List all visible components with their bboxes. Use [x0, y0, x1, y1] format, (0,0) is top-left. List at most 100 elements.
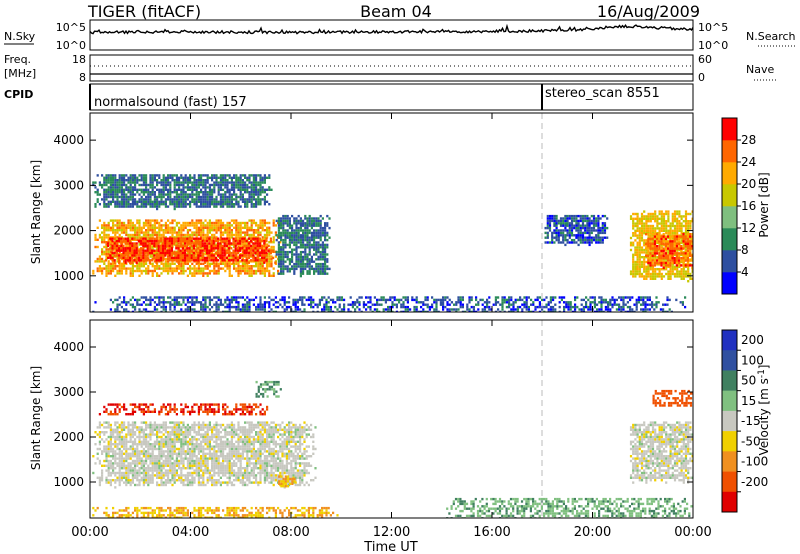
- velocity-y-tick-4000: 4000: [53, 340, 84, 354]
- velocity-data: [92, 380, 693, 518]
- power-colorbar-swatch-4: [722, 184, 737, 207]
- velocity-y-tick-2000: 2000: [53, 430, 84, 444]
- velocity-colorbar: 200 100 50 15 -15 -50 -100 -200: [721, 329, 768, 513]
- freq-label-bottom: [MHz]: [4, 67, 36, 80]
- power-y-ticks: 1000 2000 3000 4000: [53, 133, 693, 283]
- velocity-echo-region-7: [446, 497, 693, 518]
- velocity-colorbar-tick-50: 50: [741, 374, 756, 388]
- time-tick-3: 12:00: [373, 525, 410, 540]
- power-colorbar-tick-12: 12: [741, 221, 756, 235]
- station-title: TIGER (fitACF): [87, 2, 201, 21]
- velocity-echo-region-6: [92, 506, 339, 518]
- beam-title: Beam 04: [360, 2, 432, 21]
- power-y-label: Slant Range [km]: [29, 160, 43, 264]
- velocity-colorbar-tick--200: -200: [741, 475, 768, 489]
- noise-trace: [89, 23, 694, 35]
- velocity-panel-frame: [89, 319, 694, 519]
- power-echo-region-7: [92, 296, 687, 312]
- power-colorbar-tick-4: 4: [741, 265, 749, 279]
- velocity-echo-region-0: [92, 421, 317, 489]
- time-tick-5: 20:00: [574, 525, 611, 540]
- time-axis: 00:00 04:00 08:00 12:00 16:00 20:00 00:00: [71, 113, 712, 540]
- frequency-panel-frame: [89, 54, 694, 82]
- power-colorbar-tick-16: 16: [741, 199, 756, 213]
- freq-tick-bottom: 8: [79, 71, 86, 84]
- power-colorbar-swatch-1: [722, 250, 737, 273]
- velocity-echo-region-5: [652, 389, 693, 407]
- date-title: 16/Aug/2009: [597, 2, 700, 21]
- power-colorbar-label: Power [dB]: [757, 172, 771, 237]
- velocity-colorbar-swatch-7: [722, 471, 737, 493]
- velocity-y-label: Slant Range [km]: [29, 366, 43, 470]
- power-panel: 1000 2000 3000 4000 Slant Range [km]: [29, 112, 694, 313]
- velocity-y-tick-1000: 1000: [53, 475, 84, 489]
- velocity-colorbar-tick--50: -50: [741, 434, 761, 448]
- noise-right-label: N.Search: [746, 30, 796, 43]
- noise-panel: N.Sky 10^5 10^0 10^5 10^0 N.Search: [4, 19, 796, 52]
- velocity-echo-region-3: [278, 475, 296, 488]
- nave-tick-top: 60: [698, 53, 712, 66]
- power-colorbar-tick-28: 28: [741, 133, 756, 147]
- time-tick-6: 00:00: [674, 525, 711, 540]
- noise-right-tick-top: 10^5: [698, 21, 728, 34]
- velocity-colorbar-tick--100: -100: [741, 455, 768, 469]
- power-y-tick-3000: 3000: [53, 178, 84, 192]
- power-echo-region-4: [629, 210, 693, 283]
- power-panel-frame: [89, 112, 694, 313]
- sky-noise-line: [89, 23, 694, 35]
- nave-tick-bottom: 0: [698, 71, 705, 84]
- power-echo-region-5: [645, 233, 693, 269]
- power-echo-region-1: [104, 237, 277, 264]
- power-y-tick-4000: 4000: [53, 133, 84, 147]
- noise-left-tick-bottom: 10^0: [56, 39, 86, 52]
- noise-left-tick-top: 10^5: [56, 21, 86, 34]
- cpid-program-1: stereo_scan 8551: [545, 86, 660, 101]
- power-colorbar-swatch-2: [722, 228, 737, 251]
- freq-label-top: Freq.: [4, 53, 31, 66]
- time-tick-1: 04:00: [172, 525, 209, 540]
- velocity-echo-region-4: [629, 421, 693, 484]
- time-tick-0: 00:00: [71, 525, 108, 540]
- cpid-label: CPID: [4, 88, 33, 101]
- power-colorbar-tick-8: 8: [741, 243, 749, 257]
- velocity-echo-region-2: [255, 380, 282, 398]
- velocity-colorbar-swatch-0: [722, 330, 737, 351]
- power-colorbar-swatch-0: [722, 272, 737, 295]
- nave-label: Nave: [746, 63, 774, 76]
- power-colorbar: 28 24 20 16 12 8 4: [721, 117, 756, 295]
- noise-left-label: N.Sky: [4, 30, 36, 43]
- power-colorbar-swatch-3: [722, 206, 737, 229]
- velocity-panel: 1000 2000 3000 4000 Slant Range [km]: [29, 319, 694, 519]
- power-colorbar-swatch-6: [722, 140, 737, 163]
- velocity-colorbar-swatch-4: [722, 410, 737, 432]
- power-colorbar-tick-24: 24: [741, 155, 756, 169]
- power-y-tick-2000: 2000: [53, 224, 84, 238]
- power-colorbar-tick-20: 20: [741, 177, 756, 191]
- frequency-panel: Freq. [MHz] 18 8 60 0 Nave: [4, 53, 776, 84]
- velocity-colorbar-swatch-3: [722, 390, 737, 412]
- velocity-colorbar-tick--15: -15: [741, 414, 761, 428]
- noise-panel-frame: [89, 19, 694, 51]
- time-tick-2: 08:00: [272, 525, 309, 540]
- power-y-tick-1000: 1000: [53, 269, 84, 283]
- velocity-colorbar-swatch-8: [722, 491, 737, 513]
- velocity-colorbar-tick-100: 100: [741, 353, 764, 367]
- velocity-colorbar-swatch-6: [722, 451, 737, 472]
- power-data: [92, 174, 693, 312]
- time-tick-4: 16:00: [473, 525, 510, 540]
- time-axis-label: Time UT: [363, 540, 417, 554]
- power-echo-region-6: [544, 214, 609, 247]
- freq-tick-top: 18: [72, 53, 86, 66]
- power-echo-region-2: [92, 174, 273, 211]
- velocity-colorbar-swatch-2: [722, 370, 737, 391]
- power-colorbar-swatch-7: [722, 118, 737, 141]
- velocity-colorbar-tick-15: 15: [741, 394, 756, 408]
- velocity-colorbar-swatch-1: [722, 350, 737, 371]
- velocity-echo-region-1: [98, 403, 269, 416]
- velocity-colorbar-label: Velocity [m s-1]: [757, 365, 771, 456]
- noise-right-tick-bottom: 10^0: [698, 39, 728, 52]
- cpid-panel: CPID normalsound (fast) 157 stereo_scan …: [4, 83, 694, 111]
- cpid-program-0: normalsound (fast) 157: [94, 95, 247, 110]
- velocity-y-ticks: 1000 2000 3000 4000: [53, 340, 693, 489]
